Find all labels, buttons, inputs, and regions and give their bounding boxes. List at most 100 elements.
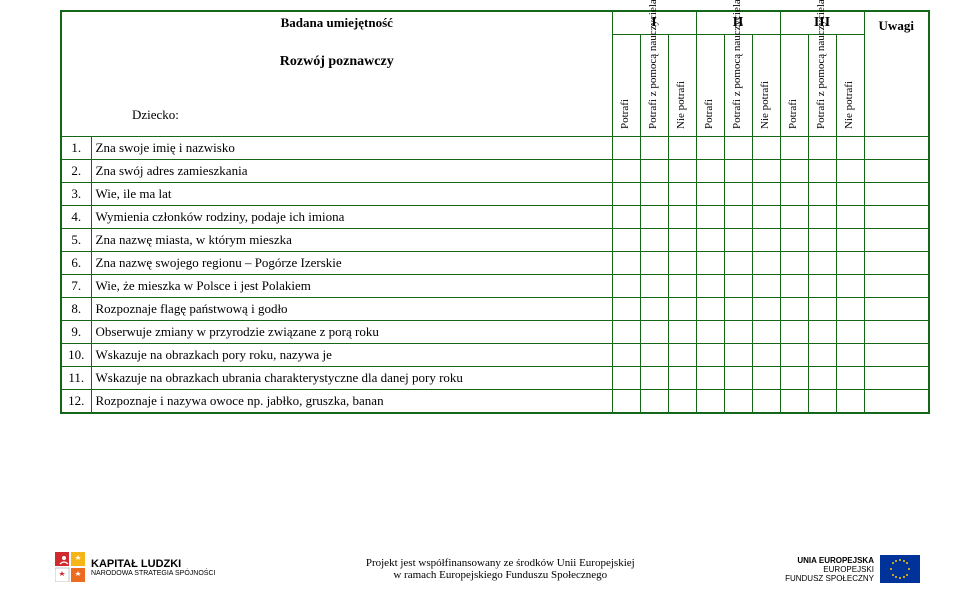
assessment-cell [668, 229, 696, 252]
assessment-cell [612, 229, 640, 252]
row-number: 6. [61, 252, 91, 275]
assessment-cell [612, 137, 640, 160]
row-number: 5. [61, 229, 91, 252]
assessment-cell [724, 137, 752, 160]
assessment-cell [724, 160, 752, 183]
assessment-cell [612, 367, 640, 390]
row-number: 9. [61, 321, 91, 344]
row-number: 12. [61, 390, 91, 414]
assessment-cell [724, 367, 752, 390]
uwagi-cell [864, 252, 929, 275]
assessment-cell [724, 298, 752, 321]
eu-line1: UNIA EUROPEJSKA [785, 556, 874, 565]
assessment-cell [808, 298, 836, 321]
row-skill: Zna swoje imię i nazwisko [91, 137, 612, 160]
col-pomoc-3: Potrafi z pomocą nauczyciela [813, 38, 829, 133]
assessment-cell [668, 390, 696, 414]
col-nie-3: Nie potrafi [841, 38, 857, 133]
row-number: 10. [61, 344, 91, 367]
row-number: 4. [61, 206, 91, 229]
assessment-cell [752, 137, 780, 160]
row-skill: Zna nazwę swojego regionu – Pogórze Izer… [91, 252, 612, 275]
assessment-cell [724, 206, 752, 229]
assessment-cell [696, 298, 724, 321]
assessment-cell [640, 206, 668, 229]
assessment-cell [808, 183, 836, 206]
assessment-cell [668, 275, 696, 298]
assessment-cell [640, 298, 668, 321]
assessment-cell [612, 275, 640, 298]
uwagi-cell [864, 229, 929, 252]
assessment-cell [724, 275, 752, 298]
assessment-cell [640, 321, 668, 344]
assessment-cell [808, 390, 836, 414]
assessment-cell [836, 298, 864, 321]
row-number: 8. [61, 298, 91, 321]
kl-line2: NARODOWA STRATEGIA SPÓJNOŚCI [91, 569, 215, 579]
assessment-cell [696, 344, 724, 367]
assessment-cell [696, 275, 724, 298]
assessment-cell [808, 321, 836, 344]
assessment-cell [640, 229, 668, 252]
row-skill: Rozpoznaje flagę państwową i godło [91, 298, 612, 321]
assessment-cell [724, 252, 752, 275]
eu-line3: FUNDUSZ SPOŁECZNY [785, 574, 874, 583]
table-row: 7.Wie, że mieszka w Polsce i jest Polaki… [61, 275, 929, 298]
assessment-cell [696, 252, 724, 275]
col-nie-2: Nie potrafi [757, 38, 773, 133]
assessment-cell [696, 183, 724, 206]
table-row: 3.Wie, ile ma lat [61, 183, 929, 206]
assessment-cell [780, 367, 808, 390]
row-skill: Obserwuje zmiany w przyrodzie związane z… [91, 321, 612, 344]
footer-center: Projekt jest współfinansowany ze środków… [366, 557, 635, 581]
assessment-cell [696, 160, 724, 183]
kl-icon [55, 552, 85, 586]
assessment-cell [640, 183, 668, 206]
table-row: 1.Zna swoje imię i nazwisko [61, 137, 929, 160]
assessment-cell [668, 298, 696, 321]
assessment-cell [640, 390, 668, 414]
col-nie-1: Nie potrafi [673, 38, 689, 133]
assessment-cell [724, 390, 752, 414]
section-title-cell: Rozwój poznawczy [61, 35, 612, 95]
assessment-cell [752, 229, 780, 252]
uwagi-cell [864, 298, 929, 321]
assessment-cell [780, 160, 808, 183]
uwagi-cell [864, 344, 929, 367]
assessment-cell [808, 160, 836, 183]
assessment-cell [612, 183, 640, 206]
uwagi-header: Uwagi [864, 11, 929, 137]
footer-line1: Projekt jest współfinansowany ze środków… [366, 557, 635, 569]
assessment-cell [836, 160, 864, 183]
assessment-cell [724, 183, 752, 206]
col-pomoc-1: Potrafi z pomocą nauczyciela [645, 38, 661, 133]
assessment-cell [836, 206, 864, 229]
table-row: 12.Rozpoznaje i nazywa owoce np. jabłko,… [61, 390, 929, 414]
uwagi-cell [864, 160, 929, 183]
assessment-cell [780, 344, 808, 367]
uwagi-cell [864, 390, 929, 414]
assessment-cell [752, 321, 780, 344]
row-number: 1. [61, 137, 91, 160]
uwagi-cell [864, 367, 929, 390]
row-skill: Wie, że mieszka w Polsce i jest Polakiem [91, 275, 612, 298]
assessment-cell [752, 344, 780, 367]
eu-flag-icon [880, 555, 920, 583]
col-potrafi-1: Potrafi [617, 38, 633, 133]
assessment-cell [612, 206, 640, 229]
assessment-cell [836, 252, 864, 275]
assessment-cell [780, 206, 808, 229]
assessment-cell [780, 252, 808, 275]
assessment-cell [780, 298, 808, 321]
assessment-cell [808, 206, 836, 229]
row-skill: Wie, ile ma lat [91, 183, 612, 206]
assessment-cell [640, 252, 668, 275]
table-row: 4.Wymienia członków rodziny, podaje ich … [61, 206, 929, 229]
row-skill: Wskazuje na obrazkach pory roku, nazywa … [91, 344, 612, 367]
assessment-cell [612, 252, 640, 275]
assessment-cell [640, 275, 668, 298]
assessment-cell [696, 390, 724, 414]
row-skill: Wymienia członków rodziny, podaje ich im… [91, 206, 612, 229]
assessment-cell [836, 183, 864, 206]
row-number: 11. [61, 367, 91, 390]
